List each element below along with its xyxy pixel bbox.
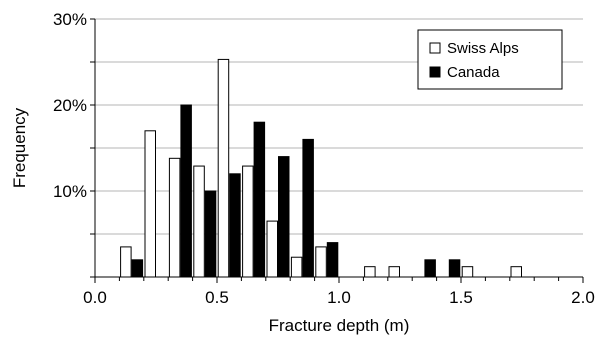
ticks: 10% 20% 30% 0.0 0.5 1.0 1.5 2.0	[53, 10, 595, 307]
y-axis-label: Frequency	[10, 107, 29, 188]
bar-canada	[204, 190, 217, 278]
legend-label-swiss-alps: Swiss Alps	[447, 40, 519, 57]
bar-canada	[278, 156, 290, 278]
bars	[120, 58, 522, 278]
bar-canada	[253, 121, 266, 278]
bar-swiss-alps	[120, 246, 132, 278]
x-axis-label: Fracture depth (m)	[269, 316, 410, 335]
y-tick-label: 10%	[53, 182, 87, 201]
bar-swiss-alps	[510, 266, 522, 278]
x-tick-label: 0.0	[83, 288, 107, 307]
bar-swiss-alps	[266, 220, 278, 278]
bar-swiss-alps	[364, 266, 376, 278]
bar-canada	[448, 259, 461, 278]
legend-swatch-swiss-alps	[429, 42, 441, 54]
bar-swiss-alps	[217, 58, 230, 278]
bar-swiss-alps	[144, 130, 156, 278]
bar-swiss-alps	[168, 157, 181, 278]
legend: Swiss Alps Canada	[417, 29, 563, 90]
bar-canada	[180, 104, 192, 278]
x-tick-label: 1.5	[449, 288, 473, 307]
bar-swiss-alps	[193, 165, 205, 278]
bar-swiss-alps	[388, 266, 400, 278]
bar-swiss-alps	[242, 165, 254, 278]
legend-box	[417, 29, 563, 90]
legend-label-canada: Canada	[447, 64, 500, 81]
x-tick-label: 2.0	[571, 288, 595, 307]
bar-canada	[424, 259, 436, 278]
bar-canada	[131, 259, 144, 278]
y-tick-label: 30%	[53, 10, 87, 29]
bar-swiss-alps	[315, 246, 327, 278]
bar-canada	[302, 138, 314, 278]
bar-canada	[229, 173, 241, 278]
bar-canada	[326, 242, 339, 278]
x-tick-label: 1.0	[327, 288, 351, 307]
y-tick-label: 20%	[53, 96, 87, 115]
bar-swiss-alps	[461, 266, 474, 278]
x-tick-label: 0.5	[205, 288, 229, 307]
bar-swiss-alps	[290, 256, 303, 278]
legend-swatch-canada	[429, 66, 441, 78]
